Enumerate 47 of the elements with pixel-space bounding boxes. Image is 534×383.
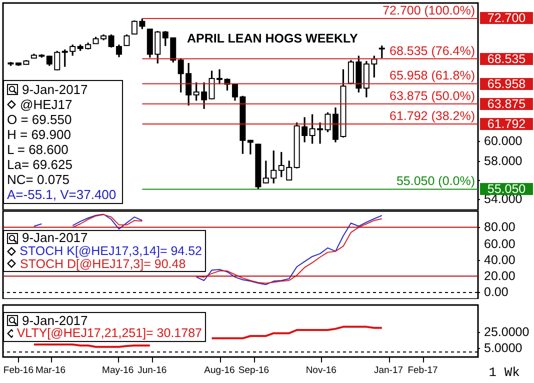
x-tick-label: Aug-16 (204, 365, 235, 377)
x-tick-label: Mar-16 (35, 365, 66, 377)
candlestick (378, 44, 385, 59)
text: 55.050 (480, 182, 533, 196)
x-tick-label: Nov-16 (306, 365, 336, 377)
x-tick-label: Feb-16 (3, 365, 34, 377)
y-tick-label: 60.00 (484, 236, 516, 251)
text: 68.535 (480, 52, 533, 66)
text: 72.700 (480, 11, 533, 26)
y-tick-label: 20.00 (484, 269, 516, 284)
y-tick-label: 25.0000 (484, 324, 530, 339)
text: 63.875 (480, 96, 533, 111)
y-tick-label: 0.00 (484, 285, 508, 300)
x-tick-label: Feb-17 (408, 365, 438, 377)
annotation: La= 69.625 (7, 157, 72, 172)
text: APRIL LEAN HOGS WEEKLY (187, 32, 359, 46)
annotation: O = 69.550 (7, 112, 72, 127)
x-tick-label: Sep-16 (238, 365, 270, 377)
ref-line-label: 65.958 (61.8%) (390, 68, 475, 83)
x-tick-label: Jan-17 (374, 365, 404, 377)
legend-title: 9-Jan-2017 (22, 313, 88, 328)
ref-line-label: 63.875 (50.0%) (390, 88, 475, 103)
ref-line-label: 61.792 (38.2%) (390, 108, 475, 123)
annotation: H = 69.900 (7, 127, 71, 142)
text: 61.792 (480, 116, 533, 131)
y-tick-label: 60.000 (484, 134, 522, 148)
y-tick-label: 80.00 (484, 220, 516, 234)
x-tick-label: May-16 (102, 365, 134, 377)
annotation: NC= 0.075 (7, 172, 70, 187)
text: 65.958 (480, 76, 533, 91)
legend-title: 9-Jan-2017 (22, 230, 88, 245)
y-tick-label: 58.000 (484, 154, 522, 168)
text: 1 Wk (488, 365, 520, 380)
series-label: STOCH K[@HEJ17,3,14]= 94.52 (20, 244, 202, 258)
ref-line-label: 72.700 (100.0%) (382, 3, 475, 18)
annotation: L = 68.600 (7, 142, 68, 157)
x-tick-label: Jun-16 (138, 365, 167, 377)
annotation: @HEJ17 (20, 97, 72, 112)
candlestick (247, 139, 254, 156)
series-label: STOCH D[@HEJ17,3]= 90.48 (20, 256, 186, 271)
y-tick-label: 40.00 (484, 252, 516, 267)
ref-line-label: 55.050 (0.0%) (396, 174, 475, 188)
series-label: VLTY[@HEJ17,21,251]= 30.1787 (16, 326, 202, 340)
annotation: A=-55.1, V=37.400 (7, 187, 116, 202)
ref-line-label: 68.535 (76.4%) (390, 44, 475, 58)
y-tick-label: 5.0000 (484, 340, 522, 355)
annotation: 9-Jan-2017 (22, 82, 88, 97)
